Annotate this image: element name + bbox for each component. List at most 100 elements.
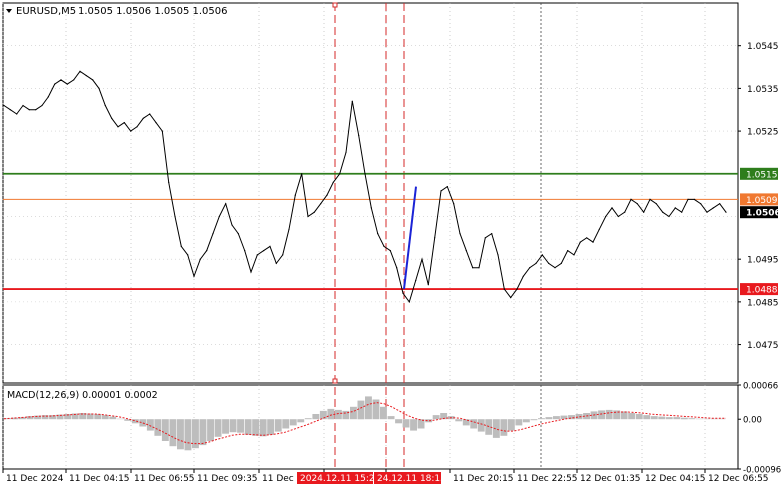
price-point: [408, 301, 410, 303]
macd-bar: [530, 419, 538, 421]
macd-bar: [169, 419, 177, 447]
price-point: [383, 245, 385, 247]
y-tick-label: 1.0525: [747, 128, 779, 138]
price-point: [687, 198, 689, 200]
price-point: [510, 297, 512, 299]
price-point: [250, 271, 252, 273]
price-point: [218, 215, 220, 218]
price-point: [465, 250, 467, 252]
price-point: [370, 207, 372, 209]
macd-bar: [154, 419, 162, 436]
price-point: [288, 228, 290, 230]
price-point: [294, 194, 296, 196]
macd-bar: [425, 419, 433, 423]
macd-bar: [417, 419, 425, 429]
macd-bar: [372, 399, 380, 420]
price-point: [377, 233, 379, 235]
level-price-tag: [740, 206, 778, 219]
price-point: [231, 224, 233, 226]
price-point: [339, 173, 341, 175]
marker-handle[interactable]: [332, 378, 338, 384]
price-point: [567, 250, 569, 252]
marker-handle[interactable]: [332, 2, 338, 8]
horizontal-levels: [3, 172, 738, 290]
price-point: [66, 83, 68, 85]
macd-bar: [462, 419, 470, 426]
macd-bar: [718, 418, 726, 420]
price-point: [548, 262, 550, 264]
x-tick-label: 11 Dec 06:55: [134, 474, 195, 484]
level-price-tag: [740, 167, 778, 180]
macd-bar: [628, 413, 636, 420]
price-point: [263, 250, 265, 252]
price-point: [617, 215, 619, 218]
macd-y-axis: 0.00066 0.00 -0.00096: [738, 382, 781, 476]
collapse-triangle-icon[interactable]: [6, 9, 12, 13]
price-point: [326, 194, 328, 196]
y-tick-label: 1.0475: [747, 341, 779, 351]
y-tick-label: 1.0545: [747, 42, 779, 52]
price-point: [624, 211, 626, 213]
x-tick-label: 11 Dec 22:55: [517, 474, 578, 484]
signal-segment: [403, 186, 417, 290]
macd-bar: [259, 419, 267, 437]
macd-bar: [327, 408, 335, 420]
price-point: [415, 279, 417, 282]
level-price-tag-label: 1.0515: [746, 170, 778, 180]
price-point: [434, 237, 436, 239]
macd-bar: [711, 418, 718, 420]
macd-bar: [131, 419, 139, 424]
macd-bar: [312, 414, 320, 420]
macd-y-tick-label: -0.00096: [743, 466, 781, 476]
price-point: [320, 203, 322, 205]
price-point: [104, 104, 106, 107]
macd-bar: [673, 417, 681, 420]
price-point: [396, 267, 398, 269]
macd-bar: [304, 418, 312, 420]
symbol-label: EURUSD,M5: [16, 6, 76, 17]
macd-bar: [688, 418, 696, 420]
price-point: [161, 130, 163, 132]
price-point: [427, 284, 429, 286]
macd-bar: [229, 419, 237, 433]
macd-y-tick-label: 0.00066: [743, 382, 778, 392]
macd-bar: [515, 419, 523, 426]
price-point: [168, 181, 170, 183]
price-point: [149, 113, 151, 115]
level-price-tag-label: 1.0506: [746, 209, 781, 219]
price-point: [472, 267, 474, 269]
macd-bar: [109, 416, 117, 420]
macd-bar: [101, 415, 109, 420]
price-point: [358, 134, 360, 136]
price-point: [225, 203, 227, 205]
price-point: [402, 292, 404, 294]
price-point: [662, 211, 664, 213]
macd-label: MACD(12,26,9) 0.00001 0.0002: [7, 390, 158, 401]
macd-bar: [282, 419, 290, 429]
marker-time-tag: [374, 472, 441, 484]
price-point: [269, 245, 271, 247]
macd-bar: [410, 419, 417, 431]
macd-bar: [432, 415, 440, 420]
price-point: [719, 203, 721, 205]
y-tick-label: 1.0485: [747, 298, 779, 308]
price-point: [345, 151, 347, 153]
marker-time-tag: [297, 472, 373, 484]
price-point: [3, 104, 5, 107]
price-point: [389, 250, 391, 252]
macd-bar: [207, 419, 214, 441]
price-point: [92, 79, 94, 81]
price-point: [712, 207, 714, 209]
price-point: [605, 215, 607, 218]
price-point: [522, 275, 524, 277]
x-tick-label: 11 Dec 2024: [6, 474, 64, 484]
price-point: [579, 241, 581, 243]
time-x-axis: 11 Dec 2024 11 Dec 04:15 11 Dec 06:55 11 De…: [2, 469, 769, 484]
price-point: [123, 122, 125, 124]
x-tick-label: 11 Dec 04:15: [69, 474, 130, 484]
price-point: [497, 254, 499, 256]
macd-bar: [665, 417, 673, 420]
price-point: [256, 254, 258, 256]
price-point: [586, 237, 588, 239]
level-price-tag-label: 1.0509: [746, 196, 778, 206]
